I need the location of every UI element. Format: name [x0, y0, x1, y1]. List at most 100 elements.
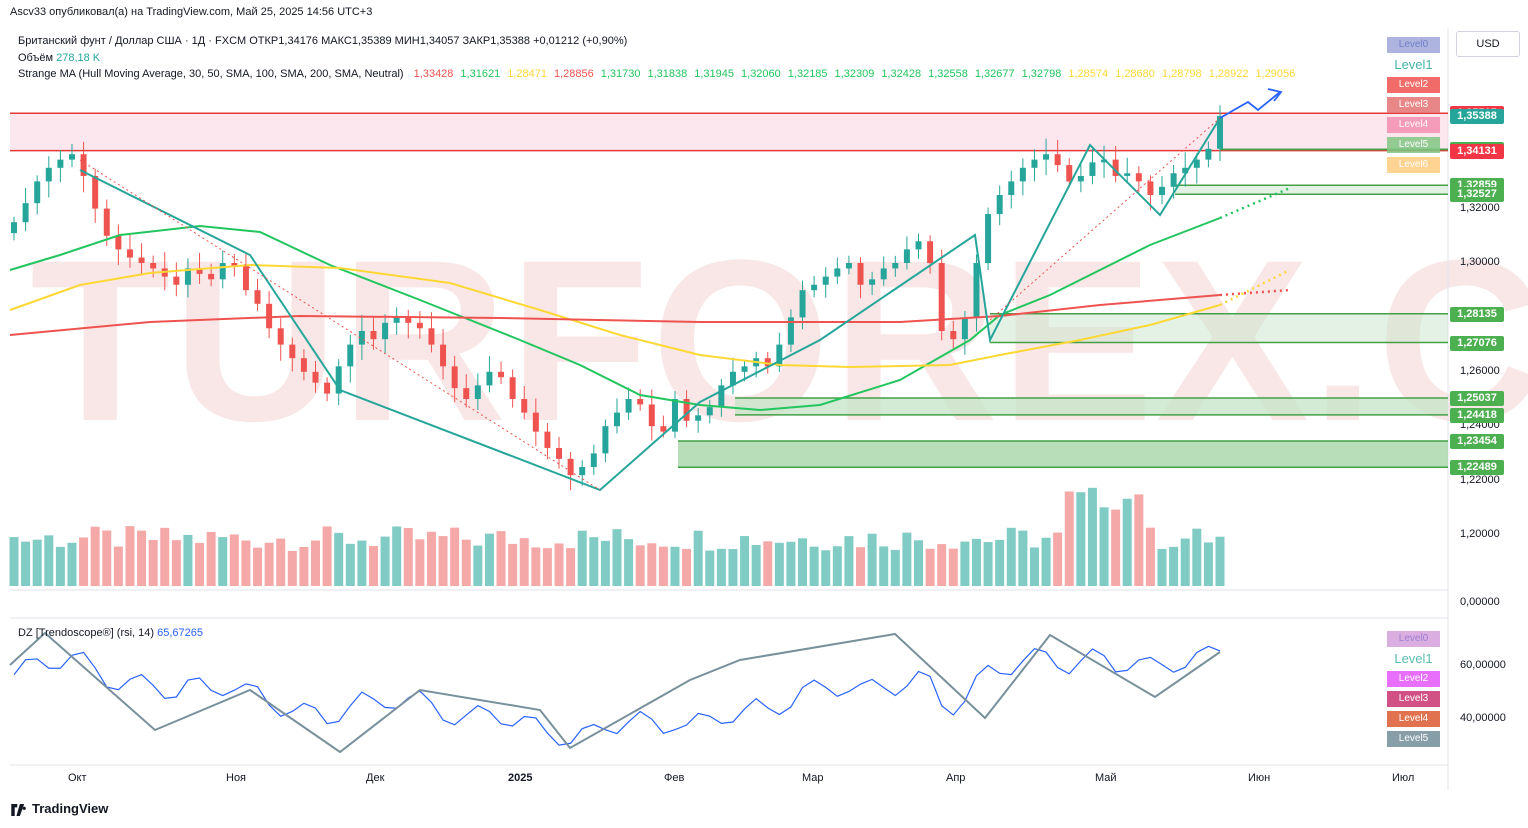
volume-bar [484, 533, 494, 586]
time-tick: Дек [366, 772, 385, 784]
volume-bar [798, 538, 808, 586]
volume-bar [392, 526, 402, 586]
candle-body [857, 263, 864, 285]
volume-bar [32, 539, 42, 586]
candle-body [718, 385, 725, 408]
volume-bar [438, 536, 448, 586]
candle-body [184, 268, 191, 285]
candle-body [579, 467, 586, 476]
rsi-level-button[interactable]: Level1 [1387, 651, 1440, 667]
ma-50-projection [1219, 186, 1291, 220]
candle-body [973, 263, 980, 318]
volume-bar [856, 547, 866, 586]
volume-bar [693, 530, 703, 586]
price-tick: 0,00000 [1460, 596, 1500, 608]
rsi-level-button[interactable]: Level2 [1387, 671, 1440, 687]
volume-bar [113, 546, 123, 586]
volume-bar [1018, 530, 1028, 586]
candle-body [869, 279, 876, 285]
candle-body [416, 322, 423, 329]
volume-bar [415, 539, 425, 586]
rsi-level-button[interactable]: Level4 [1387, 711, 1440, 727]
volume-bar [357, 540, 367, 586]
price-level-label: 1,28135 [1450, 306, 1504, 322]
candle-body [903, 249, 910, 263]
level-button[interactable]: Level5 [1387, 137, 1440, 153]
price-tick: 1,32000 [1460, 201, 1500, 214]
candle-body [231, 263, 238, 266]
time-tick: Окт [68, 772, 87, 784]
candle-body [219, 263, 226, 280]
ma-200-line [9, 294, 1221, 336]
low-label: МИН [394, 35, 420, 47]
level-button[interactable]: Level0 [1387, 37, 1440, 53]
candle-body [590, 453, 597, 467]
price-level-label: 1,24418 [1450, 407, 1504, 423]
tradingview-logo[interactable]: TradingView [10, 801, 108, 816]
volume-bar [612, 529, 622, 586]
close-value: 1,35388 [490, 35, 531, 47]
candle-body [1135, 173, 1142, 182]
candle-body [1147, 181, 1154, 195]
candle-body [834, 268, 841, 277]
level-button[interactable]: Level4 [1387, 117, 1440, 133]
time-tick: Июл [1392, 772, 1415, 784]
level-button[interactable]: Level1 [1387, 57, 1440, 73]
time-tick: Апр [946, 772, 966, 784]
candle-body [544, 431, 551, 448]
volume-bar [1157, 549, 1167, 586]
volume-bar [79, 537, 89, 586]
candle-body [1054, 154, 1061, 166]
zigzag-line [79, 117, 1221, 492]
volume-bar [1087, 487, 1097, 586]
ma-value: 1,32798 [1021, 68, 1062, 80]
candle-body [498, 371, 505, 378]
volume-bar [971, 538, 981, 586]
candle-body [892, 263, 899, 269]
candle-body [637, 399, 644, 405]
volume-bar [1099, 507, 1109, 586]
volume-bar [299, 546, 309, 586]
candle-body [370, 331, 377, 340]
volume-bar [600, 540, 610, 586]
candle-body [115, 235, 122, 250]
candle-body [289, 344, 296, 359]
volume-bar [90, 526, 100, 586]
volume-bar [403, 527, 413, 586]
volume-bar [1064, 491, 1074, 586]
volume-bar [716, 548, 726, 586]
volume-bar [1076, 492, 1086, 586]
volume-bar [450, 527, 460, 586]
rsi-level-button[interactable]: Level3 [1387, 691, 1440, 707]
close-label: ЗАКР [462, 35, 491, 47]
candle-body [532, 412, 539, 432]
volume-bar [1053, 532, 1063, 586]
candle-body [266, 303, 273, 329]
ma-value: 1,31621 [460, 68, 501, 80]
rsi-level-button[interactable]: Level5 [1387, 731, 1440, 747]
volume-bar [206, 531, 216, 586]
level-button[interactable]: Level2 [1387, 77, 1440, 93]
candle-body [556, 447, 563, 459]
volume-bar [566, 548, 576, 586]
candle-body [961, 317, 968, 340]
volume-bar [1111, 509, 1121, 586]
candle-body [1159, 186, 1166, 195]
rsi-tick: 40,00000 [1460, 712, 1506, 724]
candle-body [880, 268, 887, 280]
volume-bar [821, 550, 831, 586]
level-button[interactable]: Level3 [1387, 97, 1440, 113]
volume-bar [137, 530, 147, 586]
currency-button[interactable]: USD [1456, 31, 1520, 57]
candle-body [1182, 167, 1189, 174]
candle-body [68, 154, 75, 160]
volume-bar [531, 547, 541, 586]
ma-value: 1,28471 [507, 68, 547, 80]
open-value: 1,34176 [278, 35, 319, 47]
candle-body [11, 222, 17, 234]
level-button[interactable]: Level6 [1387, 157, 1440, 173]
candle-body [683, 399, 690, 421]
candle-body [1089, 162, 1096, 176]
rsi-level-button[interactable]: Level0 [1387, 631, 1440, 647]
